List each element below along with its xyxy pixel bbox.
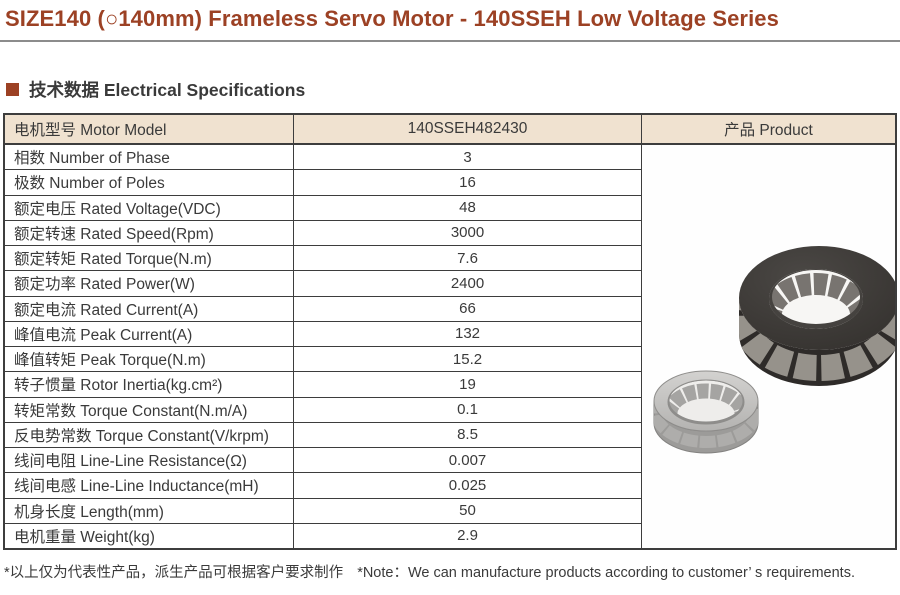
table-row: 峰值电流 Peak Current(A) 132 xyxy=(5,321,641,347)
table-header-row: 电机型号 Motor Model 140SSEH482430 xyxy=(5,115,641,145)
spec-label: 额定转矩 Rated Torque(N.m) xyxy=(5,246,294,271)
table-row: 极数 Number of Poles 16 xyxy=(5,170,641,196)
footnote-en: *Note：We can manufacture products accord… xyxy=(357,565,855,581)
spec-label: 峰值转矩 Peak Torque(N.m) xyxy=(5,347,294,372)
spec-value: 66 xyxy=(459,300,476,318)
table-row: 机身长度 Length(mm) 50 xyxy=(5,498,641,524)
spec-value: 0.1 xyxy=(457,401,478,419)
spec-label: 转子惯量 Rotor Inertia(kg.cm²) xyxy=(5,372,294,397)
spec-value: 2.9 xyxy=(457,527,478,545)
spec-value: 0.025 xyxy=(448,476,487,494)
spec-value: 3000 xyxy=(450,224,485,242)
spec-label: 电机重量 Weight(kg) xyxy=(5,523,294,548)
rotor-ring-image xyxy=(653,370,759,454)
spec-label: 线间电阻 Line-Line Resistance(Ω) xyxy=(5,448,294,473)
title-divider xyxy=(0,40,900,42)
product-image xyxy=(653,246,895,454)
spec-value: 19 xyxy=(459,375,476,393)
footnote-cn: *以上仅为代表性产品，派生产品可根据客户要求制作 xyxy=(4,565,344,581)
table-row: 线间电阻 Line-Line Resistance(Ω) 0.007 xyxy=(5,448,641,474)
spec-rows: 相数 Number of Phase 3 极数 Number of Poles 16 额… xyxy=(5,145,641,548)
spec-value: 48 xyxy=(459,199,476,217)
table-row: 相数 Number of Phase 3 xyxy=(5,145,641,171)
spec-label: 峰值电流 Peak Current(A) xyxy=(5,321,294,346)
spec-label: 相数 Number of Phase xyxy=(5,145,294,170)
product-image-cell xyxy=(642,145,895,548)
spec-value: 132 xyxy=(454,325,481,343)
column-header-product: 产品 Product xyxy=(642,115,895,145)
stator-ring-image xyxy=(739,246,895,386)
spec-label: 机身长度 Length(mm) xyxy=(5,498,294,523)
column-header-model-number: 140SSEH482430 xyxy=(407,120,528,137)
spec-label: 额定电流 Rated Current(A) xyxy=(5,296,294,321)
table-row: 转子惯量 Rotor Inertia(kg.cm²) 19 xyxy=(5,372,641,398)
section-bullet-icon xyxy=(6,83,19,96)
spec-value: 50 xyxy=(459,502,476,520)
table-row: 转矩常数 Torque Constant(N.m/A) 0.1 xyxy=(5,397,641,423)
section-header: 技术数据 Electrical Specifications xyxy=(6,77,305,102)
spec-value: 15.2 xyxy=(452,350,483,368)
spec-value: 2400 xyxy=(450,274,485,292)
page-title: SIZE140 (○140mm) Frameless Servo Motor -… xyxy=(5,6,779,31)
table-row: 线间电感 Line-Line Inductance(mH) 0.025 xyxy=(5,473,641,499)
spec-columns: 电机型号 Motor Model 140SSEH482430 相数 Number… xyxy=(5,115,641,548)
spec-label: 极数 Number of Poles xyxy=(5,170,294,195)
table-row: 电机重量 Weight(kg) 2.9 xyxy=(5,523,641,548)
section-title: 技术数据 Electrical Specifications xyxy=(29,80,306,100)
spec-label: 额定电压 Rated Voltage(VDC) xyxy=(5,195,294,220)
spec-label: 线间电感 Line-Line Inductance(mH) xyxy=(5,473,294,498)
spec-value: 0.007 xyxy=(448,451,487,469)
table-row: 额定电流 Rated Current(A) 66 xyxy=(5,296,641,322)
spec-label: 额定转速 Rated Speed(Rpm) xyxy=(5,220,294,245)
column-header-motor-model: 电机型号 Motor Model xyxy=(5,115,294,143)
table-row: 反电势常数 Torque Constant(V/krpm) 8.5 xyxy=(5,422,641,448)
spec-table: 电机型号 Motor Model 140SSEH482430 相数 Number… xyxy=(3,113,897,550)
footnote: *以上仅为代表性产品，派生产品可根据客户要求制作 *Note：We can ma… xyxy=(4,561,855,582)
spec-value: 16 xyxy=(459,173,476,191)
spec-label: 转矩常数 Torque Constant(N.m/A) xyxy=(5,397,294,422)
product-column: 产品 Product xyxy=(641,115,895,548)
table-row: 额定转速 Rated Speed(Rpm) 3000 xyxy=(5,220,641,246)
table-row: 峰值转矩 Peak Torque(N.m) 15.2 xyxy=(5,347,641,373)
table-row: 额定功率 Rated Power(W) 2400 xyxy=(5,271,641,297)
table-row: 额定转矩 Rated Torque(N.m) 7.6 xyxy=(5,246,641,272)
spec-label: 额定功率 Rated Power(W) xyxy=(5,271,294,296)
spec-value: 3 xyxy=(463,148,472,166)
spec-value: 7.6 xyxy=(457,249,478,267)
table-row: 额定电压 Rated Voltage(VDC) 48 xyxy=(5,195,641,221)
spec-value: 8.5 xyxy=(457,426,478,444)
spec-label: 反电势常数 Torque Constant(V/krpm) xyxy=(5,422,294,447)
